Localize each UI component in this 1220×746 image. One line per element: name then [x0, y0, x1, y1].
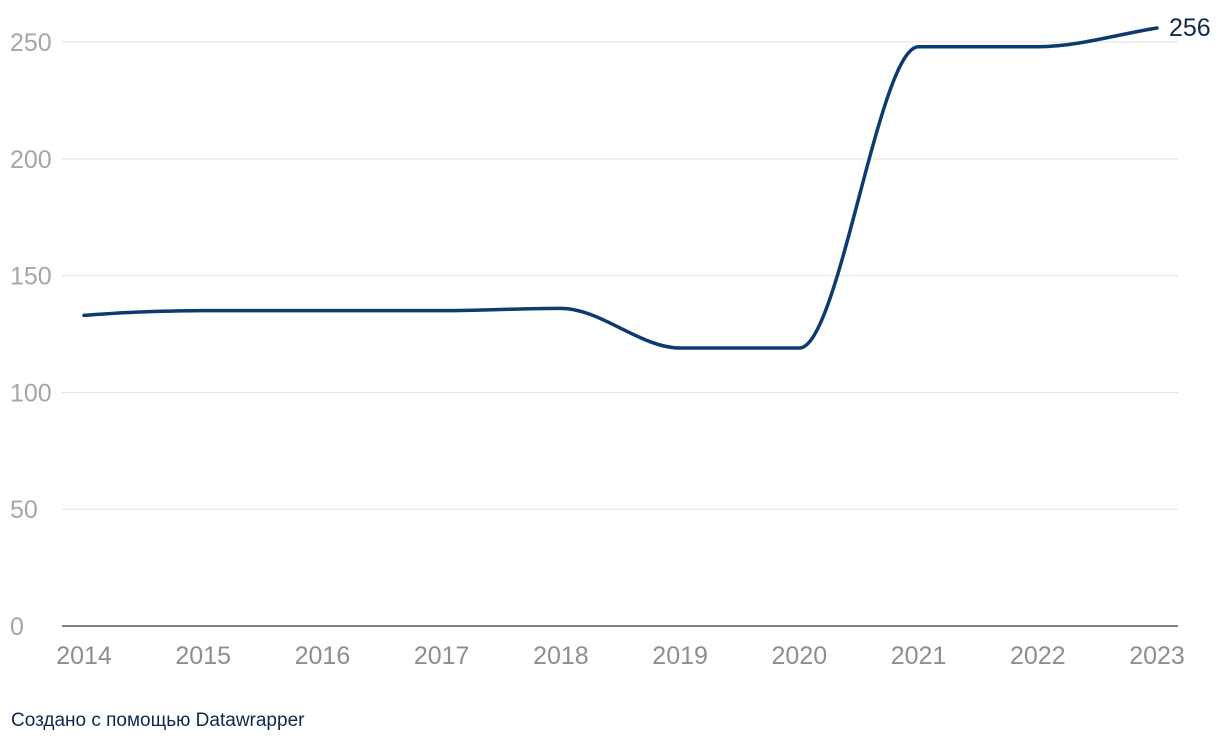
y-tick-label: 0 — [10, 613, 24, 641]
x-tick-label: 2019 — [652, 642, 708, 670]
x-tick-label: 2015 — [175, 642, 231, 670]
y-axis: 0 50 100 150 200 250 — [10, 29, 52, 641]
y-tick-label: 50 — [10, 496, 38, 524]
y-gridlines — [62, 41, 1178, 627]
y-tick-label: 200 — [10, 146, 52, 174]
x-tick-label: 2014 — [56, 642, 112, 670]
line-chart: 0 50 100 150 200 250 2014 2015 2016 2017 2018 2019… — [10, 14, 1211, 670]
x-tick-label: 2022 — [1010, 642, 1066, 670]
series-lines — [82, 26, 1159, 350]
x-tick-label: 2017 — [414, 642, 470, 670]
footer-credit: Создано с помощью Datawrapper — [11, 710, 305, 731]
x-tick-label: 2016 — [295, 642, 351, 670]
x-tick-label: 2018 — [533, 642, 589, 670]
x-tick-label: 2020 — [772, 642, 828, 670]
y-tick-label: 250 — [10, 29, 52, 57]
y-tick-label: 150 — [10, 263, 52, 291]
x-tick-label: 2021 — [891, 642, 947, 670]
end-value-label: 256 — [1169, 14, 1211, 42]
series-line — [82, 26, 1159, 350]
x-tick-label: 2023 — [1129, 642, 1185, 670]
x-axis: 2014 2015 2016 2017 2018 2019 2020 2021 2022 2023 — [56, 642, 1185, 670]
y-tick-label: 100 — [10, 379, 52, 407]
line-labels: 256 — [1169, 14, 1211, 42]
